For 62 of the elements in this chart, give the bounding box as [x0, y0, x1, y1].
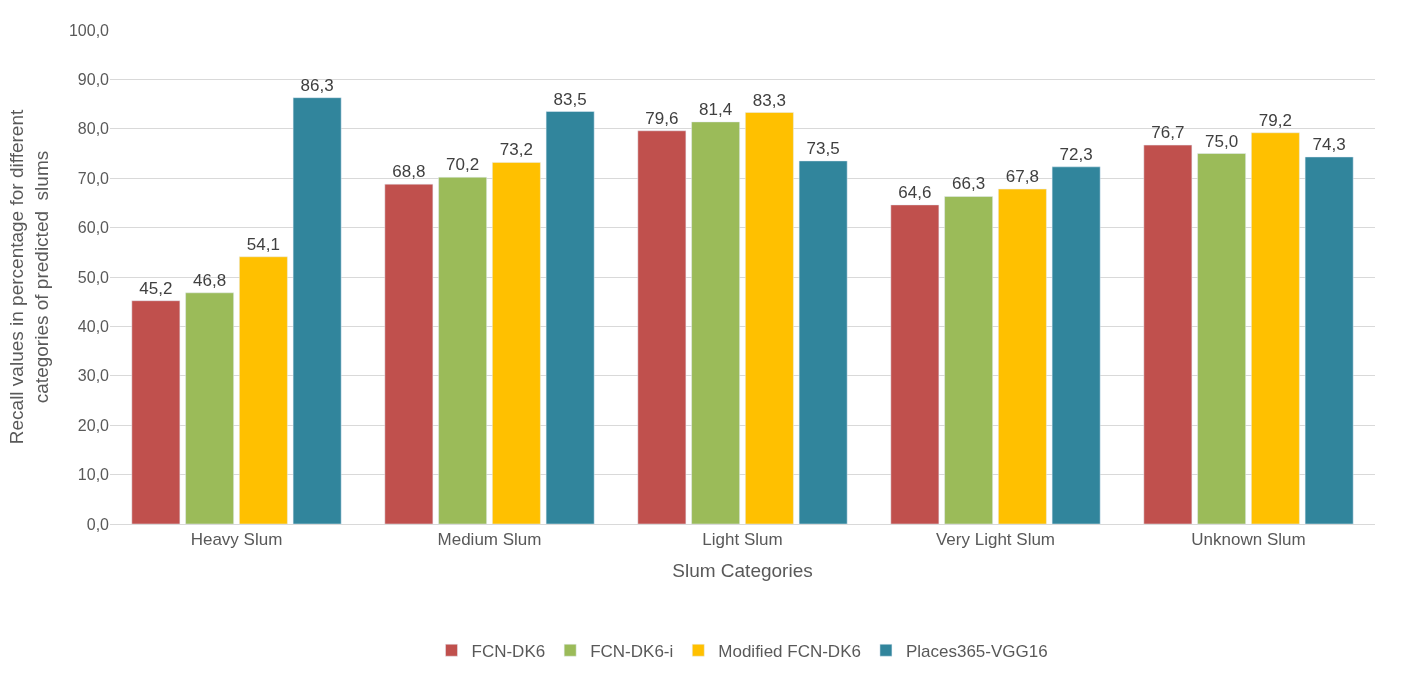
legend-label: Modified FCN-DK6 — [718, 641, 861, 661]
y-tick-label: 20,0 — [77, 416, 110, 434]
y-tick-label: 50,0 — [77, 268, 110, 286]
bar — [185, 292, 234, 524]
data-label: 79,6 — [645, 108, 679, 128]
bar — [1051, 166, 1101, 524]
y-tick-label: 10,0 — [77, 466, 110, 484]
bar — [745, 112, 794, 524]
data-label: 73,5 — [806, 138, 840, 158]
y-tick-label: 70,0 — [77, 169, 110, 187]
data-label: 86,3 — [300, 75, 334, 95]
bar — [239, 256, 288, 524]
data-label: 79,2 — [1258, 110, 1292, 130]
bar — [637, 130, 687, 524]
legend-label: FCN-DK6-i — [590, 641, 674, 661]
data-label: 83,3 — [752, 90, 786, 110]
data-label: 45,2 — [139, 278, 173, 298]
x-tick-label: Unknown Slum — [1191, 530, 1306, 550]
bar — [890, 204, 940, 524]
bar — [545, 111, 595, 524]
y-tick-label: 90,0 — [77, 71, 110, 88]
bar — [1197, 153, 1246, 524]
data-label: 68,8 — [392, 162, 426, 182]
y-axis-title: Recall values in percentage for different categories of predicted slums — [6, 109, 52, 445]
data-label: 81,4 — [699, 99, 733, 119]
data-label: 54,1 — [246, 234, 280, 254]
data-label: 74,3 — [1312, 134, 1346, 154]
bar — [292, 97, 342, 524]
x-tick-label: Very Light Slum — [935, 530, 1056, 550]
x-tick-label: Light Slum — [702, 530, 783, 550]
data-label: 46,8 — [193, 270, 227, 290]
legend-label: FCN-DK6 — [471, 641, 546, 661]
data-label: 83,5 — [553, 89, 587, 109]
data-label: 72,3 — [1059, 144, 1093, 164]
bar — [131, 300, 181, 524]
x-tick-label: Medium Slum — [437, 530, 542, 550]
bar — [1143, 144, 1193, 524]
y-tick-label: 60,0 — [77, 219, 110, 237]
data-label: 66,3 — [952, 174, 986, 194]
data-label: 70,2 — [446, 155, 480, 175]
bar — [438, 176, 487, 524]
y-tick-label: 100,0 — [68, 21, 110, 39]
legend-label: Places365-VGG16 — [905, 641, 1048, 661]
bar — [691, 121, 740, 524]
y-tick-label: 0,0 — [86, 515, 110, 533]
bar — [384, 183, 434, 524]
bar — [998, 188, 1047, 524]
data-label: 75,0 — [1205, 131, 1239, 151]
data-label: 67,8 — [1005, 167, 1039, 187]
y-tick-label: 80,0 — [77, 120, 110, 138]
data-label: 76,7 — [1151, 123, 1185, 143]
bar — [492, 162, 541, 524]
y-tick-label: 40,0 — [77, 318, 110, 335]
y-tick-label: 30,0 — [77, 367, 110, 385]
bar — [1251, 132, 1300, 524]
data-label: 64,6 — [898, 182, 932, 202]
data-label: 73,2 — [499, 140, 533, 160]
bar — [798, 160, 848, 524]
bar — [944, 196, 993, 524]
x-axis-title: Slum Categories — [672, 560, 813, 582]
x-tick-label: Heavy Slum — [190, 530, 283, 550]
bar — [1304, 156, 1354, 524]
